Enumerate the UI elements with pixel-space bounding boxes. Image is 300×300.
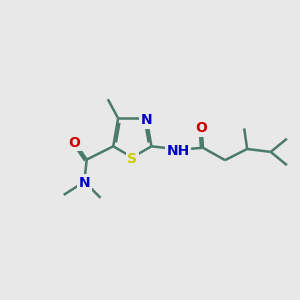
Text: O: O	[68, 136, 80, 150]
Text: S: S	[127, 152, 137, 166]
Text: N: N	[79, 176, 90, 190]
Text: O: O	[196, 121, 208, 135]
Text: NH: NH	[166, 144, 190, 158]
Text: N: N	[141, 113, 152, 127]
